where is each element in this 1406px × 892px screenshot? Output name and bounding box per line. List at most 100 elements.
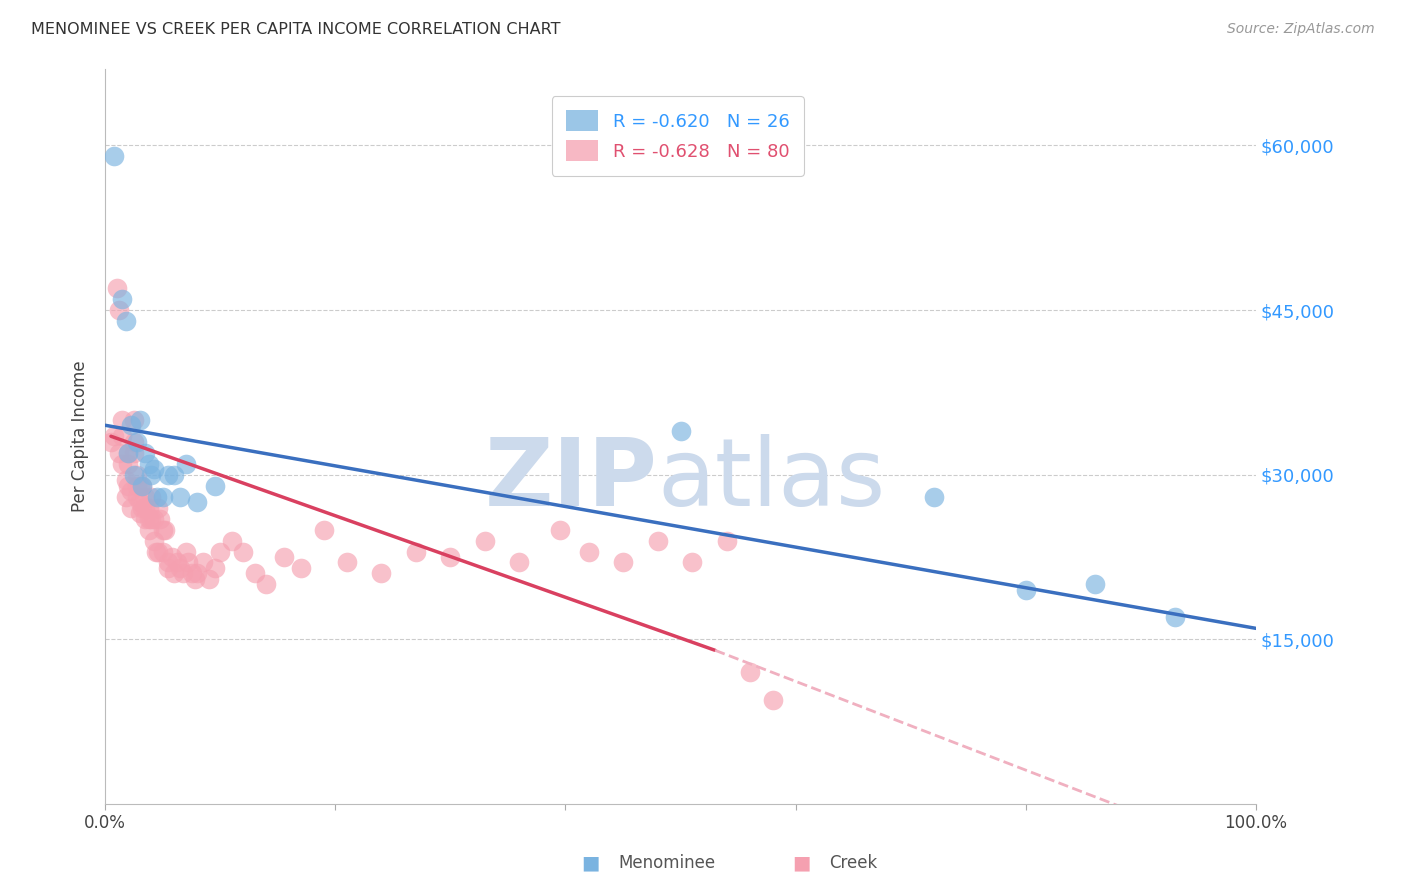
Point — [669, 424, 692, 438]
Point — [122, 434, 145, 449]
Point — [612, 556, 634, 570]
Point — [209, 544, 232, 558]
Point — [142, 511, 165, 525]
Point — [204, 561, 226, 575]
Point — [762, 692, 785, 706]
Point — [180, 566, 202, 581]
Point — [134, 490, 156, 504]
Point — [105, 281, 128, 295]
Point — [131, 478, 153, 492]
Point — [108, 446, 131, 460]
Point — [273, 549, 295, 564]
Point — [221, 533, 243, 548]
Point — [716, 533, 738, 548]
Point — [146, 544, 169, 558]
Point — [152, 490, 174, 504]
Point — [117, 478, 139, 492]
Point — [254, 577, 277, 591]
Point — [115, 490, 138, 504]
Point — [163, 467, 186, 482]
Point — [131, 500, 153, 515]
Point — [152, 544, 174, 558]
Point — [149, 511, 172, 525]
Point — [134, 500, 156, 515]
Point — [370, 566, 392, 581]
Point — [122, 413, 145, 427]
Point — [186, 495, 208, 509]
Point — [290, 561, 312, 575]
Point — [128, 506, 150, 520]
Text: MENOMINEE VS CREEK PER CAPITA INCOME CORRELATION CHART: MENOMINEE VS CREEK PER CAPITA INCOME COR… — [31, 22, 561, 37]
Point — [152, 523, 174, 537]
Point — [169, 490, 191, 504]
Point — [128, 413, 150, 427]
Point — [197, 572, 219, 586]
Point — [131, 478, 153, 492]
Point — [127, 478, 149, 492]
Point — [117, 446, 139, 460]
Point — [117, 457, 139, 471]
Point — [127, 434, 149, 449]
Y-axis label: Per Capita Income: Per Capita Income — [72, 360, 89, 512]
Point — [120, 418, 142, 433]
Point — [439, 549, 461, 564]
Point — [1084, 577, 1107, 591]
Point — [138, 523, 160, 537]
Point — [681, 556, 703, 570]
Point — [122, 467, 145, 482]
Point — [134, 446, 156, 460]
Point — [120, 484, 142, 499]
Point — [138, 511, 160, 525]
Point — [115, 314, 138, 328]
Point — [169, 561, 191, 575]
Point — [111, 429, 134, 443]
Point — [103, 149, 125, 163]
Point — [141, 467, 163, 482]
Point — [405, 544, 427, 558]
Point — [122, 446, 145, 460]
Point — [153, 523, 176, 537]
Point — [127, 467, 149, 482]
Point — [163, 566, 186, 581]
Point — [474, 533, 496, 548]
Point — [146, 490, 169, 504]
Point — [111, 413, 134, 427]
Point — [172, 566, 194, 581]
Point — [134, 511, 156, 525]
Point — [336, 556, 359, 570]
Point — [157, 467, 180, 482]
Point — [548, 523, 571, 537]
Point — [141, 511, 163, 525]
Point — [160, 549, 183, 564]
Point — [117, 446, 139, 460]
Point — [232, 544, 254, 558]
Point — [738, 665, 761, 680]
Point — [145, 544, 167, 558]
Text: ■: ■ — [581, 854, 600, 872]
Point — [922, 490, 945, 504]
Point — [120, 500, 142, 515]
Point — [184, 572, 207, 586]
Point — [141, 490, 163, 504]
Point — [128, 495, 150, 509]
Point — [157, 556, 180, 570]
Point — [1015, 582, 1038, 597]
Point — [508, 556, 530, 570]
Point — [111, 292, 134, 306]
Point — [111, 457, 134, 471]
Point — [128, 478, 150, 492]
Point — [127, 490, 149, 504]
Text: Menominee: Menominee — [619, 855, 716, 872]
Point — [312, 523, 335, 537]
Point — [186, 566, 208, 581]
Point — [103, 429, 125, 443]
Text: atlas: atlas — [658, 434, 886, 526]
Point — [108, 303, 131, 318]
Point — [1164, 610, 1187, 624]
Point — [100, 434, 122, 449]
Point — [204, 478, 226, 492]
Point — [647, 533, 669, 548]
Point — [177, 556, 200, 570]
Legend: R = -0.620   N = 26, R = -0.628   N = 80: R = -0.620 N = 26, R = -0.628 N = 80 — [551, 96, 804, 176]
Point — [138, 457, 160, 471]
